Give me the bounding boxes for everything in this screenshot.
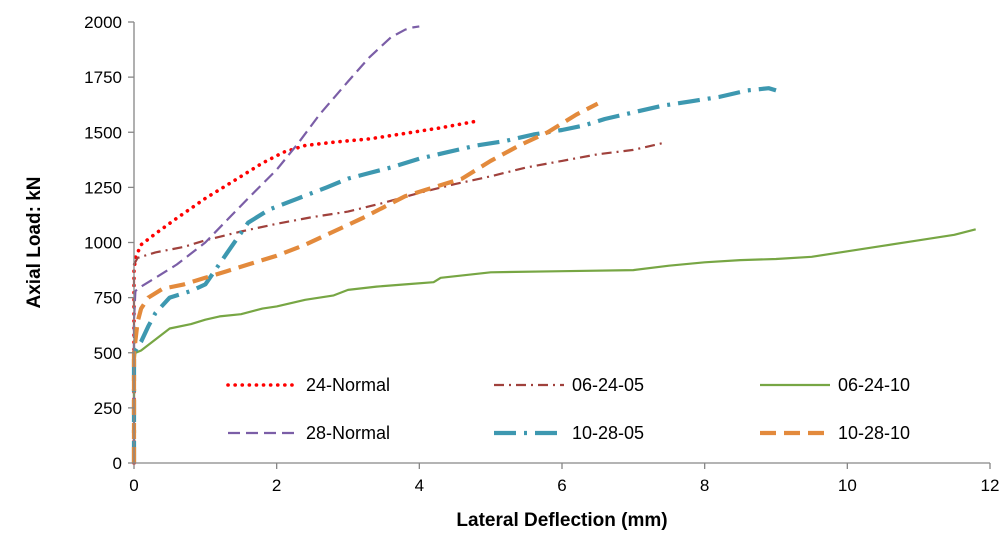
x-tick-label: 12 [981,476,1000,495]
x-tick-labels: 0 2 4 6 8 10 12 [129,463,999,495]
y-tick-labels: 0 250 500 750 1000 1250 1500 1750 2000 [84,13,134,473]
x-axis-title: Lateral Deflection (mm) [456,510,667,531]
series-layer [131,25,976,465]
legend-label: 24-Normal [306,375,390,395]
y-tick-label: 1500 [84,123,122,142]
y-tick-label: 1250 [84,178,122,197]
legend-label: 28-Normal [306,423,390,443]
x-tick-label: 2 [272,476,281,495]
legend-label: 06-24-05 [572,375,644,395]
legend-label: 10-28-05 [572,423,644,443]
axes-layer [133,22,990,464]
y-tick-label: 750 [94,289,122,308]
y-tick-label: 0 [113,454,122,473]
y-tick-label: 1750 [84,68,122,87]
y-tick-label: 1000 [84,234,122,253]
x-tick-label: 8 [700,476,709,495]
series-line-24-normal [132,119,479,465]
series-line-10-28-05 [131,86,777,463]
series-line-06-24-05 [132,142,663,463]
legend-label: 06-24-10 [838,375,910,395]
x-tick-label: 10 [838,476,857,495]
y-tick-label: 250 [94,399,122,418]
legend: 24-Normal 06-24-05 06-24-10 28-Normal 10-28-… [226,375,910,443]
series-line-28-normal [132,25,420,463]
y-tick-label: 2000 [84,13,122,32]
x-tick-label: 4 [415,476,424,495]
x-tick-label: 6 [557,476,566,495]
legend-label: 10-28-10 [838,423,910,443]
series-line-06-24-10 [132,228,976,463]
y-tick-label: 500 [94,344,122,363]
x-tick-label: 0 [129,476,138,495]
y-axis-title: Axial Load: kN [24,177,45,309]
